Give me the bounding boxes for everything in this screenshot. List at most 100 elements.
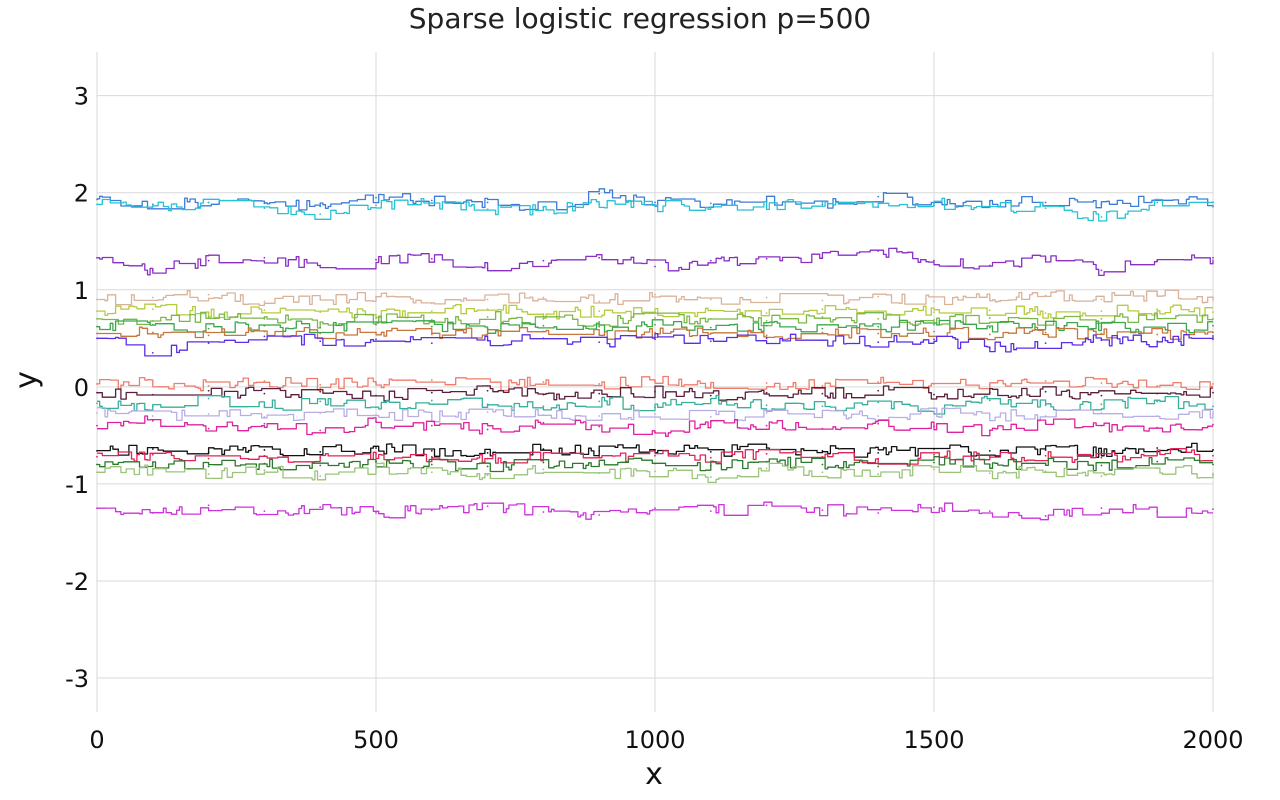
data-point [1156,333,1159,336]
data-point [263,318,266,320]
data-point [598,415,601,417]
data-point [542,511,545,513]
data-point [207,473,210,476]
data-point [375,196,377,199]
data-point [709,340,712,343]
data-point [151,461,154,464]
data-point [988,264,991,267]
data-point [654,454,656,457]
data-point [877,381,880,383]
data-point [988,200,991,203]
data-point [1156,201,1159,204]
data-point [709,420,712,423]
series-line [97,311,1213,329]
series-line [97,247,1214,277]
data-point [486,403,489,406]
data-point [207,259,210,262]
series-line [97,188,1214,211]
data-point [821,450,824,452]
data-point [988,399,991,402]
data-point [1044,342,1047,345]
data-point [486,208,489,211]
data-point [933,411,935,413]
data-point [709,476,712,479]
data-point [1156,392,1159,395]
data-point [933,338,935,341]
data-point [263,416,266,418]
x-tick-label: 500 [353,726,399,754]
data-point [598,450,601,452]
data-point [430,325,433,328]
data-point [988,333,991,336]
data-point [988,429,991,432]
data-point [1100,403,1103,406]
series-line [97,385,1213,402]
x-tick-label: 0 [89,726,104,754]
data-point [542,313,545,315]
data-point [654,205,656,208]
data-point [821,392,824,395]
data-point [1156,308,1159,311]
data-point [821,327,824,330]
data-point [877,512,880,514]
data-point [263,462,266,465]
data-point [765,447,768,449]
data-point [263,449,266,451]
data-point [207,427,210,430]
data-point [654,390,656,393]
data-point [151,319,154,322]
data-point [933,506,935,509]
data-point [542,324,545,327]
data-point [542,296,545,299]
data-point [933,468,935,471]
series-line [97,462,1214,484]
data-point [1044,257,1047,260]
data-point [1212,473,1214,476]
data-point [319,450,322,453]
data-point [821,509,824,512]
data-point [765,504,768,507]
data-point [933,318,935,321]
data-point [542,448,545,450]
data-point [375,467,377,470]
data-point [1212,463,1214,466]
data-point [709,206,712,209]
data-point [821,256,824,259]
data-point [207,384,210,387]
data-point [1100,310,1103,313]
data-point [933,383,935,385]
data-point [709,394,712,397]
data-point [263,454,266,457]
series-line [97,375,1213,392]
data-point [1212,423,1214,426]
data-point [430,379,433,381]
x-tick-label: 1500 [903,726,964,754]
data-point [430,333,433,336]
data-point [1156,447,1159,449]
data-point [263,330,266,333]
data-point [877,295,880,298]
data-point [151,323,154,326]
data-point [151,331,154,334]
data-point [542,318,545,320]
data-point [765,296,768,299]
data-point [263,256,266,259]
data-point [207,457,210,460]
data-point [821,455,824,458]
data-point [821,427,824,430]
data-point [1100,318,1103,320]
data-point [1212,508,1214,511]
data-point [1044,324,1047,327]
data-point [877,325,880,328]
data-point [877,206,880,209]
data-point [1212,449,1214,451]
data-point [1100,507,1103,510]
data-point [319,475,322,478]
data-point [207,413,210,415]
data-point [430,257,433,260]
data-point [598,472,601,475]
data-point [319,400,322,403]
data-point [654,317,656,319]
